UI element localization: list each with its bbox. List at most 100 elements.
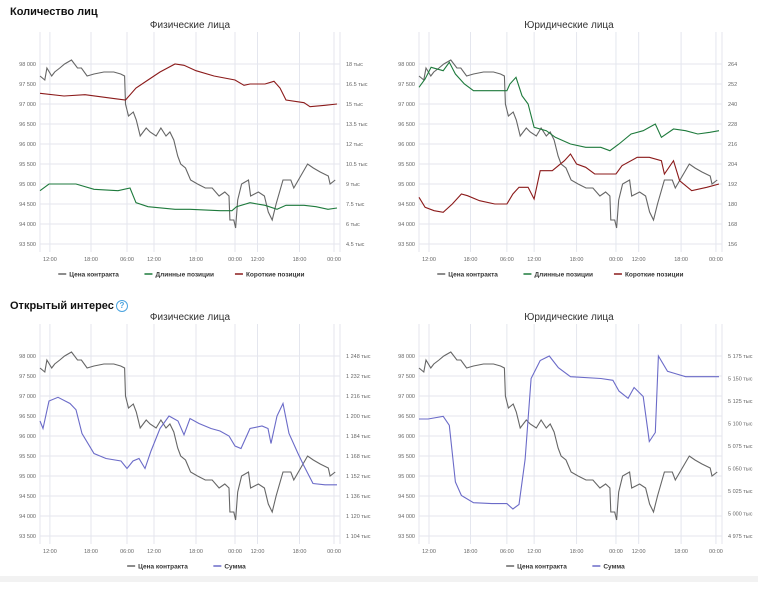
right-tick-label: 168 [728, 222, 737, 228]
right-tick-label: 16.5 тыс [346, 82, 368, 88]
left-tick-label: 93 500 [398, 242, 415, 248]
x-tick-label: 00:00 [327, 549, 341, 555]
footer-bar [0, 576, 758, 582]
right-tick-label: 252 [728, 82, 737, 88]
chart-count-individuals: Физические лица 98 000 97 500 97 000 96 500 9… [0, 14, 379, 304]
x-tick-label: 18:00 [84, 257, 98, 263]
right-tick-label: 6 тыс [346, 222, 360, 228]
x-tick-label: 00:00 [709, 549, 723, 555]
left-tick-label: 96 500 [398, 414, 415, 420]
legend-label: Длинные позиции [534, 272, 593, 279]
right-tick-label: 1 152 тыс [346, 474, 371, 480]
right-tick-label: 10.5 тыс [346, 162, 368, 168]
x-tick-label: 12:00 [147, 257, 161, 263]
right-tick-label: 5 050 тыс [728, 467, 753, 473]
left-tick-label: 93 500 [19, 242, 36, 248]
left-tick-label: 95 000 [398, 474, 415, 480]
x-tick-label: 18:00 [293, 549, 307, 555]
left-tick-label: 95 500 [398, 162, 415, 168]
chart-title: Юридические лица [524, 20, 614, 31]
x-tick-label: 12:00 [632, 257, 646, 263]
legend-item-price[interactable]: Цена контракта [58, 272, 119, 279]
right-tick-label: 228 [728, 122, 737, 128]
x-tick-label: 18:00 [570, 257, 584, 263]
left-tick-label: 94 000 [398, 514, 415, 520]
left-tick-label: 96 000 [19, 434, 36, 440]
x-tick-label: 18:00 [189, 257, 203, 263]
left-tick-label: 95 000 [398, 182, 415, 188]
left-tick-label: 97 500 [19, 374, 36, 380]
section-title-text: Открытый интерес [10, 300, 114, 312]
legend-item-short[interactable]: Короткие позиции [234, 272, 305, 279]
right-tick-label: 240 [728, 102, 737, 108]
legend-item-long[interactable]: Длинные позиции [144, 272, 214, 279]
left-tick-label: 96 500 [19, 122, 36, 128]
right-tick-label: 156 [728, 242, 737, 248]
help-icon[interactable]: ? [115, 300, 128, 312]
right-tick-label: 192 [728, 182, 737, 188]
chart-svg: Физические лица 98 000 97 500 97 000 96 500 9… [19, 312, 388, 571]
x-tick-label: 18:00 [674, 549, 688, 555]
left-tick-label: 97 000 [398, 102, 415, 108]
series-line-long [418, 61, 720, 152]
right-tick-label: 5 000 тыс [728, 512, 753, 518]
right-tick-label: 1 200 тыс [346, 414, 371, 420]
x-tick-label: 12:00 [43, 257, 57, 263]
left-tick-label: 97 000 [19, 394, 36, 400]
right-tick-label: 5 125 тыс [728, 399, 753, 405]
legend-label: Длинные позиции [155, 272, 214, 279]
left-tick-label: 95 000 [19, 182, 36, 188]
right-tick-label: 12 тыс [346, 142, 363, 148]
left-tick-label: 95 500 [19, 162, 36, 168]
left-tick-label: 94 000 [19, 514, 36, 520]
chart-title: Физические лица [150, 312, 231, 323]
legend-item-long[interactable]: Длинные позиции [523, 272, 593, 279]
left-tick-label: 96 500 [19, 414, 36, 420]
right-tick-label: 18 тыс [346, 62, 363, 68]
right-tick-label: 204 [728, 162, 737, 168]
x-tick-label: 12:00 [632, 549, 646, 555]
legend-label: Короткие позиции [246, 272, 305, 279]
left-tick-label: 96 500 [398, 122, 415, 128]
right-tick-label: 1 184 тыс [346, 434, 371, 440]
series-line-price [39, 59, 336, 229]
legend-item-price[interactable]: Цена контракта [506, 564, 567, 571]
legend-item-short[interactable]: Короткие позиции [613, 272, 684, 279]
right-tick-label: 1 216 тыс [346, 394, 371, 400]
legend-label: Цена контракта [448, 272, 498, 279]
left-tick-label: 95 500 [398, 454, 415, 460]
left-tick-label: 96 000 [398, 142, 415, 148]
legend-item-sum[interactable]: Сумма [592, 564, 625, 571]
x-tick-label: 12:00 [251, 257, 265, 263]
left-tick-label: 94 500 [19, 494, 36, 500]
x-tick-label: 12:00 [422, 549, 436, 555]
x-tick-label: 12:00 [527, 549, 541, 555]
legend-item-sum[interactable]: Сумма [213, 564, 246, 571]
chart-oi-individuals: Физические лица 98 000 97 500 97 000 96 500 9… [0, 306, 388, 596]
left-tick-label: 93 500 [398, 534, 415, 540]
left-tick-label: 98 000 [398, 354, 415, 360]
x-tick-label: 18:00 [293, 257, 307, 263]
chart-svg: Юридические лица 98 000 97 500 97 000 96 500… [398, 20, 737, 279]
legend-item-price[interactable]: Цена контракта [437, 272, 498, 279]
x-tick-label: 00:00 [228, 549, 242, 555]
section-title-count: Количество лиц [10, 6, 98, 18]
left-tick-label: 98 000 [19, 62, 36, 68]
right-tick-label: 1 104 тыс [346, 534, 371, 540]
x-tick-label: 18:00 [674, 257, 688, 263]
series-line-long [39, 183, 338, 212]
left-tick-label: 97 500 [398, 374, 415, 380]
x-tick-label: 12:00 [43, 549, 57, 555]
x-tick-label: 18:00 [84, 549, 98, 555]
legend-item-price[interactable]: Цена контракта [127, 564, 188, 571]
left-tick-label: 94 500 [398, 494, 415, 500]
x-tick-label: 18:00 [189, 549, 203, 555]
x-tick-label: 12:00 [251, 549, 265, 555]
x-tick-label: 18:00 [570, 549, 584, 555]
right-tick-label: 13.5 тыс [346, 122, 368, 128]
left-tick-label: 98 000 [19, 354, 36, 360]
right-tick-label: 4.5 тыс [346, 242, 365, 248]
chart-title: Юридические лица [524, 312, 614, 323]
x-tick-label: 12:00 [147, 549, 161, 555]
left-tick-label: 94 500 [398, 202, 415, 208]
